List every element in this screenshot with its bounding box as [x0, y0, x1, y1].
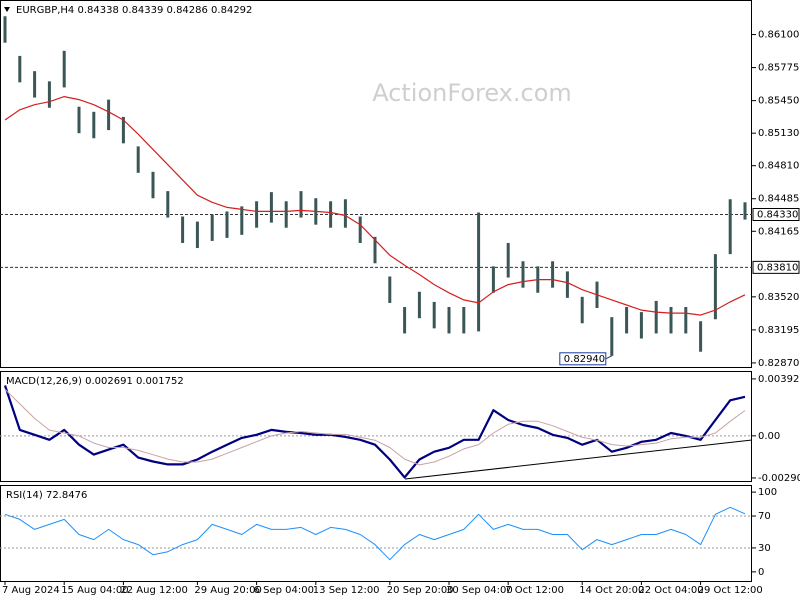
panel-title: MACD(12,26,9) 0.002691 0.001752	[6, 376, 184, 387]
x-tick-label: 13 Sep 12:00	[313, 585, 380, 596]
annotation-connector	[605, 355, 613, 360]
x-tick-label: 29 Aug 20:00	[194, 585, 261, 596]
y-tick-label: 0.82870	[758, 358, 799, 369]
level-label: 0.83810	[757, 262, 798, 273]
y-tick-label: 0.00	[758, 431, 780, 442]
panel-frame	[0, 485, 752, 582]
menu-triangle	[4, 7, 10, 12]
x-tick-label: 15 Aug 04:00	[61, 585, 128, 596]
x-tick-label: 30 Sep 04:00	[446, 585, 513, 596]
x-tick-label: 22 Aug 12:00	[120, 585, 187, 596]
level-label-box	[752, 207, 800, 221]
x-tick-label: 22 Oct 04:00	[638, 585, 703, 596]
x-tick-label: 7 Oct 12:00	[505, 585, 564, 596]
annotation-label: 0.82940	[564, 354, 605, 365]
panel-title: RSI(14) 72.8476	[6, 490, 87, 501]
panel-frame	[0, 0, 752, 368]
indicator-line	[4, 506, 746, 561]
y-tick-label: 0.85450	[758, 96, 799, 107]
y-tick-label: 0.84165	[758, 226, 799, 237]
indicator-line	[4, 389, 746, 466]
y-tick-label: 100	[758, 487, 777, 498]
x-tick-label: 6 Sep 04:00	[254, 585, 314, 596]
x-tick-label: 20 Sep 20:00	[387, 585, 454, 596]
level-label-box	[752, 260, 800, 274]
y-tick-label: 30	[758, 543, 771, 554]
panel-frame	[0, 371, 752, 482]
y-tick-label: 0.83195	[758, 325, 799, 336]
y-tick-label: -0.002901	[758, 473, 800, 484]
y-tick-label: 0.85775	[758, 63, 799, 74]
x-tick-label: 29 Oct 12:00	[698, 585, 763, 596]
y-tick-label: 0.83520	[758, 292, 799, 303]
y-tick-label: 0.84810	[758, 161, 799, 172]
indicator-line	[3, 385, 746, 479]
y-tick-label: 0.85130	[758, 128, 799, 139]
x-tick-label: 7 Aug 2024	[2, 585, 60, 596]
y-tick-label: 0.84485	[758, 194, 799, 205]
y-tick-label: 0.003925	[758, 374, 800, 385]
y-tick-label: 70	[758, 511, 771, 522]
watermark: ActionForex.com	[372, 79, 572, 107]
panel-title: EURGBP,H4 0.84338 0.84339 0.84286 0.8429…	[16, 5, 252, 16]
level-label: 0.84330	[757, 209, 798, 220]
indicator-line	[4, 96, 746, 316]
trend-line	[404, 439, 753, 480]
y-tick-label: 0	[758, 567, 764, 578]
y-tick-label: 0.86100	[758, 30, 799, 41]
x-tick-label: 14 Oct 20:00	[579, 585, 644, 596]
